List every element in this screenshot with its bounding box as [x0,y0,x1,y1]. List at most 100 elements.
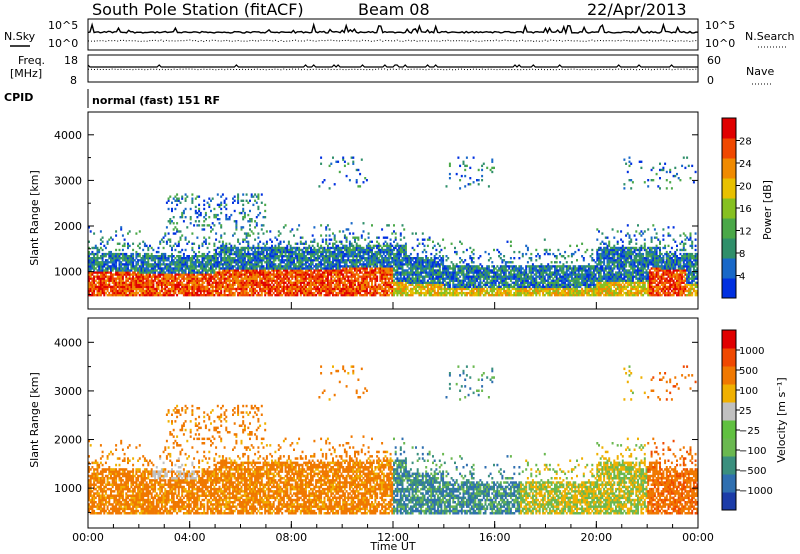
power-cell [372,271,375,274]
power-cell [235,263,238,266]
power-cell [289,265,292,268]
power-cell [204,267,207,270]
power-cell [347,294,350,297]
power-cell [218,273,221,276]
power-cell [335,281,338,284]
power-cell [282,248,285,252]
power-cell [88,285,90,289]
power-cell [467,267,470,270]
power-cell [121,287,124,291]
power-cell [96,250,99,254]
power-cell [193,294,196,297]
power-cell [226,263,229,266]
power-cell [294,279,297,282]
power-cell [342,255,345,258]
power-cell [104,285,107,289]
power-cell [320,246,323,250]
power-cell [313,283,316,287]
power-cell [316,263,319,266]
power-cell [233,265,236,268]
power-cell [213,294,216,297]
power-cell [396,294,399,297]
power-cell [162,283,165,287]
power-cell [249,294,251,297]
power-cell [328,267,331,270]
power-cell [249,228,251,231]
power-cell [315,283,318,287]
power-cell [259,281,262,284]
power-cell [89,275,92,278]
power-cell [269,273,272,276]
power-cell [362,275,365,278]
power-cell [164,291,167,295]
power-cell [420,281,423,284]
power-cell [284,294,287,297]
power-cell [448,291,451,295]
power-cell [333,183,336,186]
power-cell [171,220,173,223]
power-cell [416,265,419,268]
power-cell [104,269,107,272]
power-cell [255,263,258,266]
power-cell [228,267,231,270]
power-cell [316,291,319,295]
power-cell [232,261,234,264]
power-cell [143,275,146,278]
power-cell [271,281,273,284]
power-cell [394,273,397,276]
power-cell [365,265,368,268]
power-cell [435,285,438,289]
power-cell [108,283,111,287]
power-cell [384,281,387,284]
power-cell [298,250,301,254]
power-cell [93,255,96,258]
power-cell [330,162,333,165]
power-cell [206,201,209,204]
power-cell [164,271,167,274]
power-cell [301,252,304,256]
power-cell [96,273,99,276]
power-cell [452,267,455,270]
power-cell [355,294,358,297]
power-cell [257,248,260,252]
power-cell [172,275,175,278]
power-cell [226,277,229,280]
power-cell [216,287,219,291]
power-cell [123,252,126,256]
power-cell [240,267,243,270]
power-cell [154,279,157,282]
power-cell [348,287,351,291]
power-cell [213,279,216,282]
power-cell [428,273,431,276]
power-cell [284,248,287,252]
power-cell [188,255,190,258]
power-cell [296,257,299,260]
power-cell [142,289,145,293]
power-cell [391,244,394,248]
power-cell [286,248,289,252]
power-cell [440,283,443,287]
power-cell [274,246,277,250]
power-cell [394,244,397,248]
power-cell [404,261,407,264]
power-cell [401,257,404,260]
power-cell [223,257,226,260]
power-cell [143,289,146,293]
power-cell [298,252,301,256]
power-cell [372,261,375,264]
power-cell [467,283,470,287]
power-cell [454,291,456,295]
power-cell [123,271,126,274]
power-cell [123,283,126,287]
power-cell [221,277,224,280]
power-cell [182,279,185,282]
power-cell [374,267,377,270]
power-cell [364,267,367,270]
power-cell [243,285,246,289]
power-cell [191,269,194,272]
power-cell [262,216,265,219]
power-cell [230,250,233,254]
power-cell [203,259,206,262]
power-cell [340,252,343,256]
power-cell [440,259,443,262]
